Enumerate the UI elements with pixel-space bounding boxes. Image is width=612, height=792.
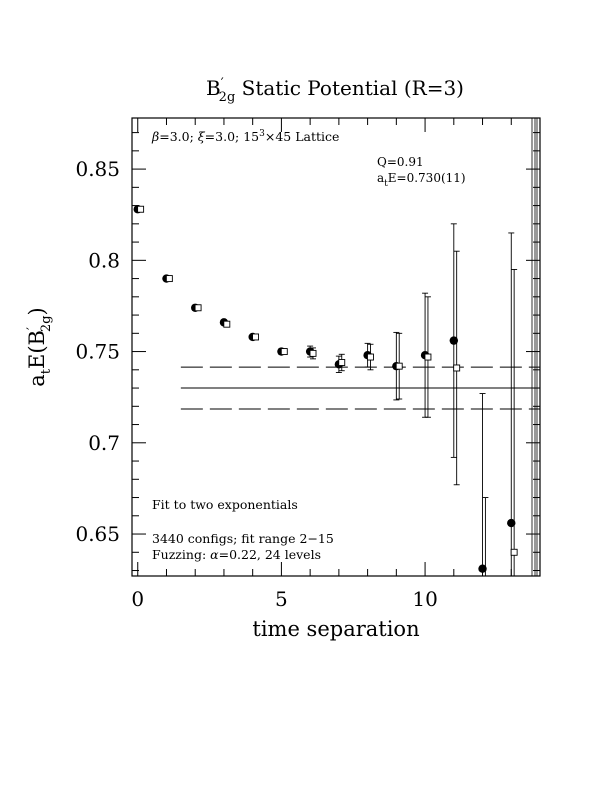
data-point-open [280, 348, 288, 356]
fuzzing-annotation: Fuzzing: α=0.22, 24 levels [152, 547, 321, 562]
data-point-open [367, 353, 374, 361]
data-point-filled [478, 564, 487, 573]
data-points [133, 205, 518, 577]
plot-frame [131, 117, 541, 577]
data-point-open [223, 320, 231, 328]
energy-value: atE=0.730(11) [377, 171, 466, 189]
fit-lines [180, 366, 540, 410]
x-tick-label: 10 [412, 587, 437, 611]
y-tick-label: 0.85 [75, 157, 120, 181]
data-point-open [252, 333, 259, 341]
data-point-open [510, 548, 518, 556]
data-point-open [194, 304, 202, 312]
data-point-filled [507, 518, 516, 528]
data-point-open [453, 364, 461, 372]
lattice-annotation: β=3.0; ξ=3.0; 153×45 Lattice [151, 129, 339, 144]
y-tick-label: 0.75 [75, 340, 120, 364]
y-tick-label: 0.8 [88, 248, 120, 272]
x-axis-label: time separation [252, 617, 419, 641]
chart-title: B′ 2g Static Potential (R=3) [206, 76, 464, 105]
data-point-open [309, 349, 317, 357]
data-point-open [395, 362, 403, 370]
data-point-filled [449, 336, 459, 345]
fit-description: Fit to two exponentials [152, 497, 298, 512]
configs-annotation: 3440 configs; fit range 2−15 [152, 531, 334, 546]
y-tick-label: 0.65 [75, 522, 120, 546]
data-point-open [165, 275, 173, 283]
y-tick-label: 0.7 [88, 431, 120, 455]
x-tick-label: 0 [131, 587, 144, 611]
data-point-open [338, 359, 346, 366]
right-edge-lines [531, 118, 538, 576]
data-point-open [424, 353, 432, 361]
y-axis-label: atE(B′2g) [25, 307, 54, 386]
data-point-open [137, 205, 145, 213]
x-tick-label: 5 [275, 587, 288, 611]
axis-ticks: 0.65 0.7 0.75 0.8 0.85 0 5 10 [75, 118, 541, 611]
q-value: Q=0.91 [377, 155, 424, 169]
